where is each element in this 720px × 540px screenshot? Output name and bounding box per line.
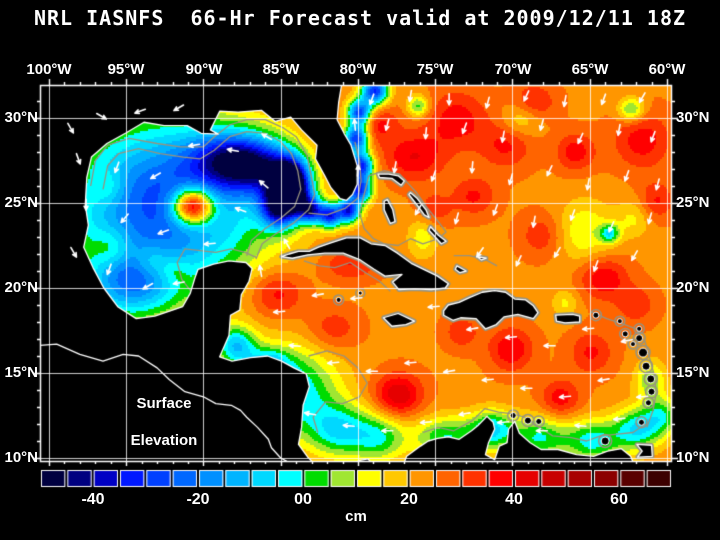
- lon-label: 85°W: [262, 61, 300, 78]
- colorbar-tick-label: -20: [186, 491, 210, 508]
- lat-label-left: 20°N: [4, 279, 38, 296]
- lat-label-right: 25°N: [676, 194, 710, 211]
- overlay-label-line1: Surface: [136, 395, 192, 412]
- lon-label: 95°W: [107, 61, 145, 78]
- lat-label-right: 15°N: [676, 364, 710, 381]
- page-title: NRL IASNFS 66-Hr Forecast valid at 2009/…: [33, 6, 687, 30]
- colorbar-tick-label: -40: [81, 491, 105, 508]
- lat-label-right: 10°N: [676, 449, 710, 466]
- overlay-label-line2: Elevation: [130, 432, 198, 449]
- lon-label: 75°W: [416, 61, 454, 78]
- lat-label-right: 20°N: [676, 279, 710, 296]
- colorbar-tick-label: 20: [400, 491, 418, 508]
- lat-label-left: 10°N: [4, 449, 38, 466]
- colorbar-tick-label: 40: [505, 491, 523, 508]
- lon-label: 65°W: [571, 61, 609, 78]
- lat-label-right: 30°N: [676, 109, 710, 126]
- colorbar-tick-label: 00: [294, 491, 312, 508]
- lat-label-left: 25°N: [4, 194, 38, 211]
- lat-label-left: 15°N: [4, 364, 38, 381]
- lon-label: 60°W: [648, 61, 686, 78]
- colorbar-tick-label: 60: [610, 491, 628, 508]
- lon-label: 90°W: [185, 61, 223, 78]
- lon-label: 70°W: [494, 61, 532, 78]
- colorbar-unit-label: cm: [345, 508, 367, 525]
- lon-label: 80°W: [339, 61, 377, 78]
- lon-label: 100°W: [26, 61, 72, 78]
- lat-label-left: 30°N: [4, 109, 38, 126]
